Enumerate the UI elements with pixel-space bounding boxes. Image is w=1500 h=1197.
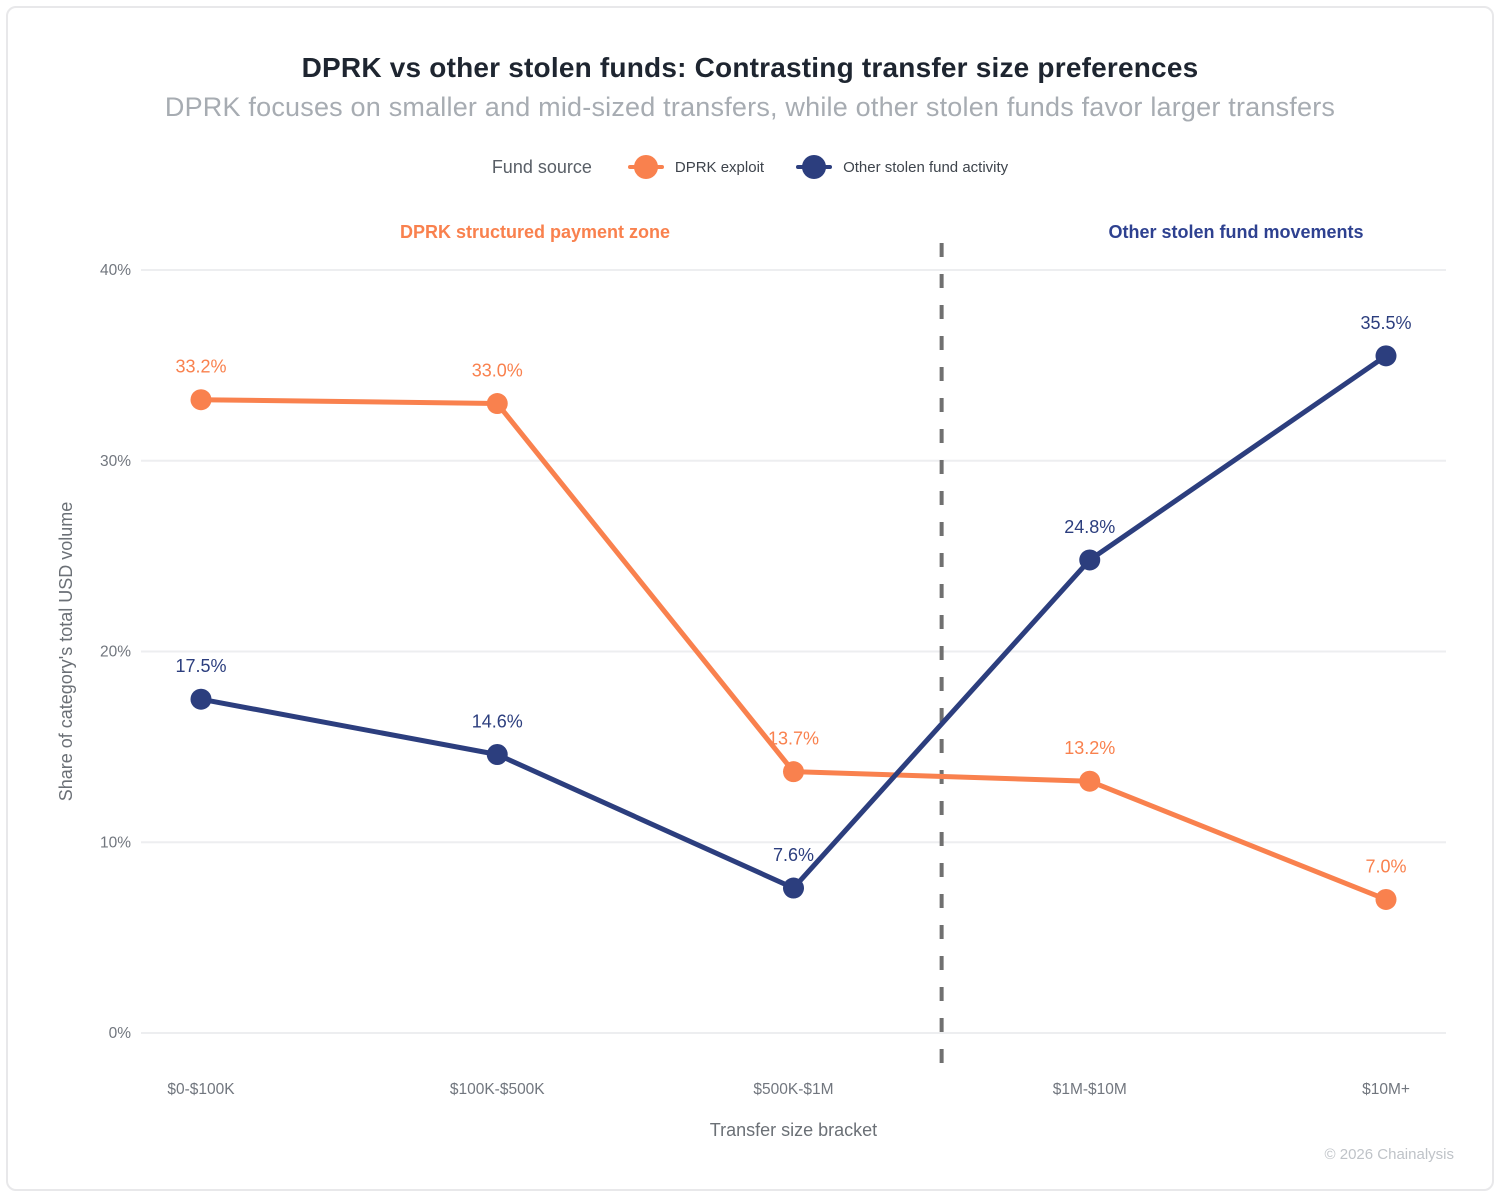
x-tick-label: $100K-$500K [450, 1081, 545, 1098]
legend-item-dprk-exploit[interactable]: DPRK exploit [627, 154, 765, 180]
data-point-label: 13.2% [1064, 738, 1115, 758]
data-point-label: 35.5% [1360, 313, 1411, 333]
data-point[interactable] [1375, 345, 1397, 367]
y-tick-label: 10% [100, 834, 131, 851]
y-axis-title: Share of category's total USD volume [56, 502, 76, 802]
copyright-text: © 2026 Chainalysis [1324, 1146, 1454, 1163]
data-point[interactable] [486, 744, 508, 766]
x-tick-label: $0-$100K [167, 1081, 235, 1098]
series-line [198, 353, 1389, 891]
legend-item-other-stolen[interactable]: Other stolen fund activity [796, 154, 1008, 180]
data-point[interactable] [190, 389, 212, 411]
x-axis-title: Transfer size bracket [710, 1120, 877, 1140]
y-tick-label: 20% [100, 644, 131, 661]
page-title: DPRK vs other stolen funds: Contrasting … [301, 52, 1199, 83]
x-tick-label: $1M-$10M [1053, 1081, 1127, 1098]
page-subtitle: DPRK focuses on smaller and mid-sized tr… [164, 92, 1336, 122]
data-point-label: 7.0% [1365, 856, 1406, 876]
legend-title: Fund source [491, 156, 592, 177]
data-point-label: 14.6% [472, 712, 523, 732]
legend: Fund source DPRK exploit Other stolen fu… [8, 154, 1492, 180]
data-point[interactable] [783, 761, 804, 783]
data-point[interactable] [1375, 888, 1397, 910]
data-point[interactable] [190, 688, 212, 710]
data-point[interactable] [486, 393, 508, 415]
legend-item-label: Other stolen fund activity [843, 158, 1009, 176]
y-tick-label: 0% [109, 1025, 132, 1042]
y-tick-label: 40% [100, 262, 131, 279]
legend-marker-orange-icon [627, 154, 664, 180]
x-tick-label: $10M+ [1362, 1081, 1410, 1098]
chart-card: DPRK vs other stolen funds: Contrasting … [6, 6, 1494, 1191]
data-point-label: 24.8% [1064, 517, 1115, 537]
series-line [198, 397, 1389, 902]
data-point-label: 7.6% [773, 845, 814, 865]
zone-label-dprk: DPRK structured payment zone [399, 222, 671, 242]
data-point[interactable] [1079, 549, 1101, 571]
data-point-label: 13.7% [768, 729, 819, 749]
x-tick-label: $500K-$1M [753, 1081, 833, 1098]
y-tick-label: 30% [100, 453, 131, 470]
data-point-label: 33.2% [175, 357, 226, 377]
legend-marker-navy-icon [796, 154, 833, 180]
zone-label-other: Other stolen fund movements [1108, 222, 1364, 242]
data-point[interactable] [783, 877, 804, 899]
data-point-label: 17.5% [175, 656, 226, 676]
data-point-label: 33.0% [472, 361, 523, 381]
line-chart: 0% 10% 20% 30% 40% $0-$100K $100K-$500K $500K-$… [56, 243, 1446, 1140]
data-point[interactable] [1079, 770, 1101, 792]
legend-item-label: DPRK exploit [674, 158, 765, 176]
